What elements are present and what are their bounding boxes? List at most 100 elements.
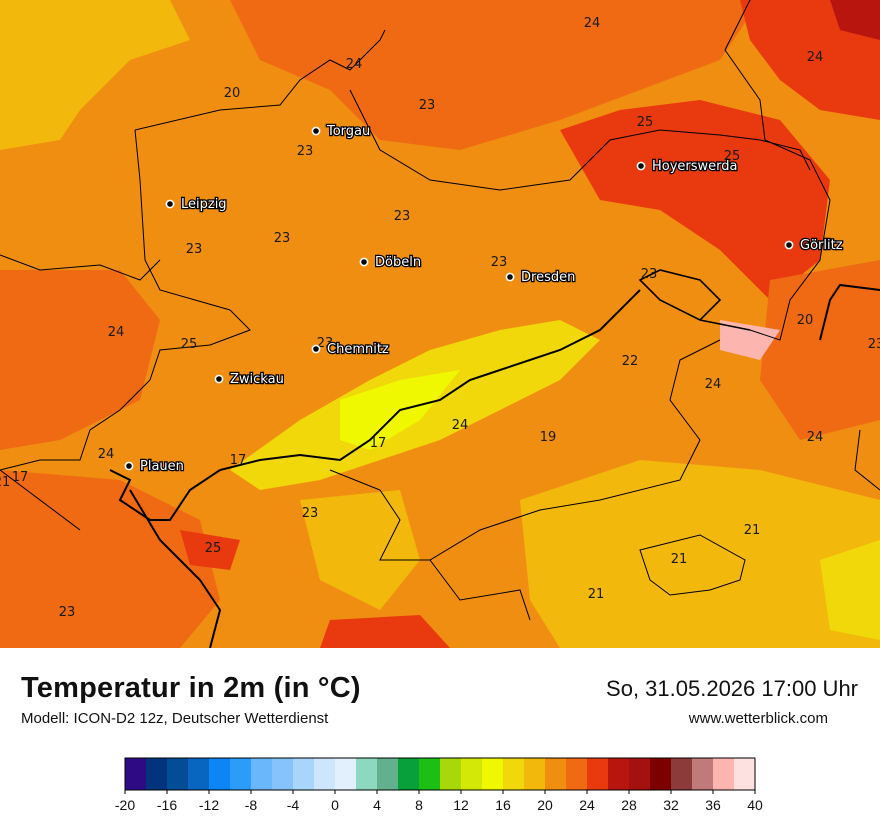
city-dot-icon <box>636 161 646 171</box>
border-poland-czech <box>819 283 880 341</box>
zone-19-se-spot <box>820 540 880 640</box>
legend-swatch <box>314 758 336 790</box>
legend-swatch <box>734 758 756 790</box>
forecast-datetime: So, 31.05.2026 17:00 Uhr <box>606 676 858 701</box>
legend-swatch <box>188 758 210 790</box>
map-title: Temperatur in 2m (in °C) <box>21 672 361 704</box>
legend-swatch <box>209 758 231 790</box>
legend-swatch <box>167 758 189 790</box>
temperature-value: 24 <box>452 418 469 433</box>
temperature-value: 24 <box>98 447 115 462</box>
city-label: Leipzig <box>181 197 227 212</box>
zone-26-east <box>560 100 830 300</box>
zone-26-sw-spot <box>180 530 240 570</box>
legend-swatch <box>650 758 672 790</box>
legend-tick-label: 4 <box>373 797 381 813</box>
temperature-value: 20 <box>224 86 241 101</box>
legend-swatch <box>566 758 588 790</box>
map-canvas: 24 24 24 20 23 25 25 23 23 23 23 23 23 20 24 25 23 22 24 24… <box>0 0 880 648</box>
legend-tick-label: 12 <box>453 797 469 813</box>
legend-swatch <box>608 758 630 790</box>
city-zwickau: Zwickau <box>214 371 285 388</box>
legend-swatch <box>398 758 420 790</box>
temperature-value: 17 <box>370 436 387 451</box>
legend-tick-label: 40 <box>747 797 763 813</box>
border-poland-north <box>724 0 831 341</box>
legend-swatch <box>482 758 504 790</box>
city-dresden: Dresden <box>505 269 577 286</box>
zone-24-north <box>230 0 760 150</box>
city-torgau: Torgau <box>311 123 372 140</box>
zone-21-se <box>520 460 880 648</box>
city-label: Chemnitz <box>327 342 389 357</box>
city-label: Zwickau <box>230 372 284 387</box>
temperature-value: 23 <box>297 144 314 159</box>
region-border-east <box>854 429 880 491</box>
legend-canvas: -20 -16 -12 -8 -4 0 4 8 12 16 20 24 28 32 36 40 <box>115 757 763 813</box>
legend-swatch <box>377 758 399 790</box>
temperature-value: 25 <box>205 541 222 556</box>
temperature-labels: 24 24 24 20 23 25 25 23 23 23 23 23 23 20 24 25 23 22 24 24… <box>0 16 880 620</box>
region-border-prague <box>639 534 746 596</box>
temperature-value: 19 <box>540 430 557 445</box>
city-label: Dresden <box>521 270 575 285</box>
legend-swatch <box>671 758 693 790</box>
legend-tick-label: 0 <box>331 797 339 813</box>
temperature-value: 23 <box>491 255 508 270</box>
temperature-value: 24 <box>807 50 824 65</box>
legend-tick-label: 16 <box>495 797 511 813</box>
legend-swatch <box>146 758 168 790</box>
legend-swatch <box>461 758 483 790</box>
legend-frame <box>124 757 756 791</box>
city-label: Döbeln <box>375 255 421 270</box>
city-dot-icon <box>311 344 321 354</box>
temperature-value: 22 <box>622 354 639 369</box>
legend-tick-label: 24 <box>579 797 595 813</box>
legend-tick-label: 8 <box>415 797 423 813</box>
legend-swatch <box>440 758 462 790</box>
temperature-value: 24 <box>807 430 824 445</box>
border-bavaria-czech <box>129 489 222 648</box>
city-dot-icon <box>124 461 134 471</box>
legend-tick-label: 28 <box>621 797 637 813</box>
city-döbeln: Döbeln <box>359 254 422 271</box>
city-dot-icon <box>165 199 175 209</box>
city-dot-icon <box>311 126 321 136</box>
legend-swatch <box>545 758 567 790</box>
legend-swatch <box>419 758 441 790</box>
temperature-value: 24 <box>346 57 363 72</box>
legend-swatch <box>293 758 315 790</box>
temperature-value: 21 <box>0 475 10 490</box>
temperature-map: 24 24 24 20 23 25 25 23 23 23 23 23 23 20 24 25 23 22 24 24… <box>0 0 880 648</box>
borders <box>0 0 880 648</box>
model-info: Modell: ICON-D2 12z, Deutscher Wetterdie… <box>21 710 329 727</box>
city-label: Hoyerswerda <box>652 159 738 174</box>
legend-swatch <box>230 758 252 790</box>
legend-swatch <box>524 758 546 790</box>
city-dot-icon <box>784 240 794 250</box>
legend-tick-label: 20 <box>537 797 553 813</box>
temperature-value: 24 <box>584 16 601 31</box>
region-border-southwest <box>0 469 81 531</box>
legend-swatch <box>251 758 273 790</box>
temperature-value: 25 <box>181 337 198 352</box>
city-label: Torgau <box>326 124 370 139</box>
legend-tick-label: -16 <box>157 797 177 813</box>
temperature-value: 24 <box>108 325 125 340</box>
temperature-value: 17 <box>230 453 247 468</box>
temperature-value: 25 <box>637 115 654 130</box>
temperature-value: 23 <box>274 231 291 246</box>
temperature-value: 23 <box>868 337 880 352</box>
state-border-north <box>134 29 386 131</box>
city-dot-icon <box>505 272 515 282</box>
legend-swatch <box>356 758 378 790</box>
temperature-value: 23 <box>302 506 319 521</box>
temperature-value: 24 <box>705 377 722 392</box>
city-chemnitz: Chemnitz <box>311 341 390 358</box>
legend-tick-label: -12 <box>199 797 219 813</box>
legend-tick-label: -8 <box>245 797 258 813</box>
legend-tick-label: -20 <box>115 797 135 813</box>
city-markers: Torgau Hoyerswerda Leipzig Görlitz Döbeln Dre… <box>124 123 844 475</box>
temperature-value: 23 <box>317 336 334 351</box>
temperature-value: 17 <box>12 470 29 485</box>
